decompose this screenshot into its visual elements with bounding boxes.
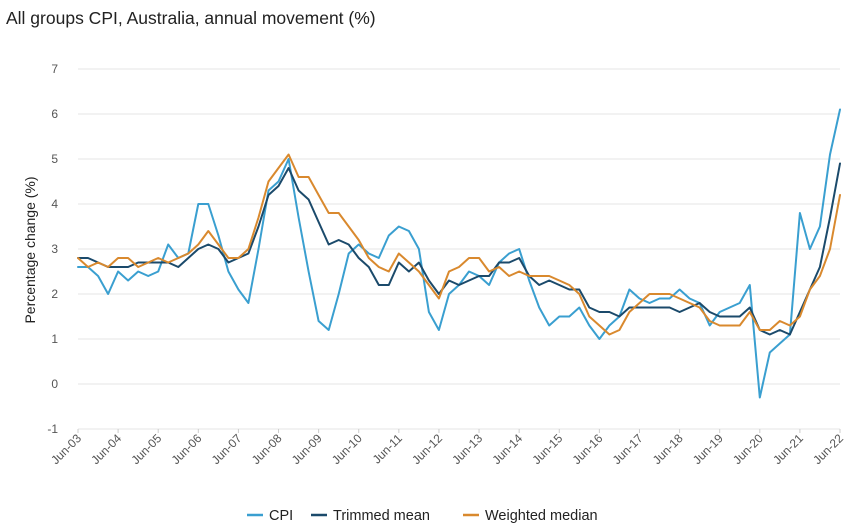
x-tick-label: Jun-20 xyxy=(730,431,766,467)
x-tick-label: Jun-09 xyxy=(289,431,325,467)
chart-title: All groups CPI, Australia, annual moveme… xyxy=(6,8,376,28)
x-tick-label: Jun-08 xyxy=(249,431,285,467)
x-tick-label: Jun-14 xyxy=(489,431,525,467)
legend-label[interactable]: CPI xyxy=(269,508,293,524)
legend-label[interactable]: Trimmed mean xyxy=(333,508,430,524)
y-tick-label: 1 xyxy=(51,332,58,346)
x-tick-label: Jun-19 xyxy=(690,431,726,467)
y-tick-label: 3 xyxy=(51,242,58,256)
x-tick-label: Jun-16 xyxy=(570,431,606,467)
x-tick-label: Jun-13 xyxy=(449,431,485,467)
y-axis-ticks: -1 0 1 2 3 4 5 6 7 xyxy=(47,62,58,436)
y-tick-label: 4 xyxy=(51,197,58,211)
x-tick-label: Jun-07 xyxy=(209,431,245,467)
y-tick-label: 5 xyxy=(51,152,58,166)
y-tick-label: 7 xyxy=(51,62,58,76)
y-tick-label: -1 xyxy=(47,422,58,436)
x-tick-label: Jun-05 xyxy=(128,431,164,467)
gridlines xyxy=(78,68,840,430)
series-line-weighted-median xyxy=(77,153,841,336)
y-tick-label: 6 xyxy=(51,107,58,121)
x-tick-label: Jun-22 xyxy=(810,431,846,467)
x-tick-label: Jun-03 xyxy=(48,431,84,467)
x-tick-label: Jun-15 xyxy=(530,431,566,467)
y-tick-label: 0 xyxy=(51,377,58,391)
x-tick-label: Jun-17 xyxy=(610,431,646,467)
x-tick-label: Jun-18 xyxy=(650,431,686,467)
x-tick-label: Jun-12 xyxy=(409,431,445,467)
x-tick-label: Jun-21 xyxy=(770,431,806,467)
y-tick-label: 2 xyxy=(51,287,58,301)
x-axis-ticks: Jun-03 Jun-04 Jun-05 Jun-06 Jun-07 Jun-08 Jun-… xyxy=(48,429,846,467)
legend: CPI Trimmed mean Weighted median xyxy=(247,508,598,524)
legend-label[interactable]: Weighted median xyxy=(485,508,598,524)
x-tick-label: Jun-06 xyxy=(169,431,205,467)
series-lines xyxy=(77,108,841,399)
y-axis-title: Percentage change (%) xyxy=(22,176,38,323)
x-tick-label: Jun-11 xyxy=(370,431,405,466)
series-line-trimmed-mean xyxy=(77,162,841,336)
x-tick-label: Jun-04 xyxy=(88,431,124,467)
x-tick-label: Jun-10 xyxy=(329,431,365,467)
